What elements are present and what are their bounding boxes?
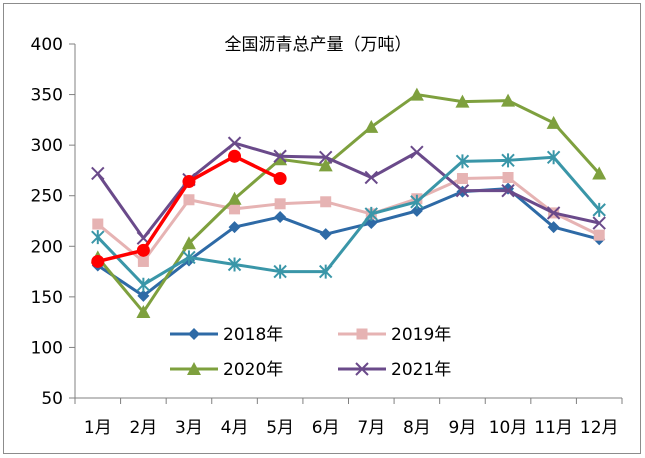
y-tick-label: 200 (31, 237, 63, 257)
data-point (136, 243, 150, 257)
data-point (228, 149, 242, 163)
data-point (229, 203, 241, 215)
legend-label: 2021年 (391, 360, 451, 380)
data-point (91, 254, 105, 268)
y-tick-label: 250 (31, 187, 63, 207)
data-point (273, 264, 287, 279)
data-point (501, 93, 516, 107)
data-point (273, 152, 288, 166)
y-tick-label: 400 (31, 35, 63, 55)
series-line (96, 141, 600, 240)
data-point (593, 229, 605, 241)
y-tick-label: 150 (31, 288, 63, 308)
data-point (409, 87, 424, 101)
data-point (502, 172, 514, 184)
x-tick-label: 7月 (357, 418, 385, 438)
x-tick-label: 4月 (221, 418, 249, 438)
data-point (410, 194, 424, 209)
series-2 (90, 87, 607, 319)
data-point (227, 191, 242, 205)
data-point (319, 228, 332, 241)
data-point (182, 175, 196, 189)
series-1 (92, 172, 605, 267)
data-point (227, 257, 242, 272)
data-point (182, 250, 196, 265)
data-point (228, 221, 241, 234)
data-point (91, 166, 105, 181)
data-point (137, 289, 150, 302)
x-tick-label: 10月 (489, 418, 528, 438)
data-point (547, 221, 560, 234)
data-point (456, 173, 468, 185)
legend-label: 2018年 (223, 325, 283, 345)
data-point (227, 136, 242, 150)
x-tick-label: 2月 (129, 418, 157, 438)
legend-label: 2020年 (223, 360, 283, 380)
data-point (136, 277, 151, 292)
data-point (318, 158, 333, 172)
x-tick-label: 8月 (403, 418, 431, 438)
data-point (546, 206, 561, 220)
data-point (410, 145, 424, 159)
y-tick-label: 50 (41, 389, 63, 409)
x-tick-label: 12月 (580, 418, 619, 438)
data-point (546, 150, 561, 165)
x-tick-label: 5月 (266, 418, 294, 438)
legend-item: 2020年 (170, 360, 283, 380)
data-point (319, 264, 333, 279)
legend-marker (187, 362, 201, 375)
data-point (92, 218, 104, 230)
data-point (319, 150, 333, 164)
y-tick-label: 350 (31, 86, 63, 106)
data-point (501, 183, 515, 198)
legend-marker (356, 328, 368, 340)
x-tick-label: 3月 (175, 418, 203, 438)
data-point (273, 149, 287, 163)
y-tick-label: 300 (31, 136, 63, 156)
data-point (274, 210, 287, 223)
data-point (137, 255, 149, 267)
legend-label: 2019年 (391, 325, 451, 345)
data-point (91, 230, 105, 245)
data-point (546, 115, 561, 129)
data-point (320, 196, 332, 208)
x-tick-label: 11月 (534, 418, 573, 438)
data-point (183, 194, 195, 206)
data-point (364, 119, 379, 133)
legend: 2018年 2019年 2020年 2021年 (170, 325, 451, 380)
data-point (181, 236, 196, 250)
x-tick-label: 9月 (449, 418, 477, 438)
chart-frame (3, 3, 641, 454)
data-point (592, 216, 606, 230)
x-tick-label: 1月 (84, 418, 112, 438)
legend-item: 2021年 (338, 360, 451, 380)
x-tick-label: 6月 (312, 418, 340, 438)
data-point (455, 154, 470, 169)
data-point (364, 206, 378, 221)
legend-item: 2018年 (170, 325, 283, 345)
series-line (96, 155, 601, 287)
legend-marker (355, 362, 369, 376)
data-point (410, 204, 423, 217)
data-point (592, 202, 606, 217)
series-line (96, 93, 601, 314)
y-tick-label: 100 (31, 338, 63, 358)
data-point (455, 183, 470, 198)
data-point (273, 172, 287, 186)
data-point (364, 170, 378, 185)
series-4 (91, 150, 606, 292)
data-point (274, 198, 286, 210)
legend-item: 2019年 (338, 325, 451, 345)
data-point (501, 153, 515, 168)
chart-title: 全国沥青总产量（万吨） (225, 35, 412, 55)
plot-area (90, 87, 607, 319)
data-point (455, 94, 470, 108)
legend-marker (188, 328, 200, 340)
series-line (96, 176, 600, 263)
data-point (136, 305, 151, 319)
axes: 50 100 150 200 250 300 350 400 1月 2月 3月 4月 5月 6月 7月 8月 9… (31, 35, 623, 438)
data-point (592, 166, 607, 180)
series-5 (91, 149, 287, 268)
